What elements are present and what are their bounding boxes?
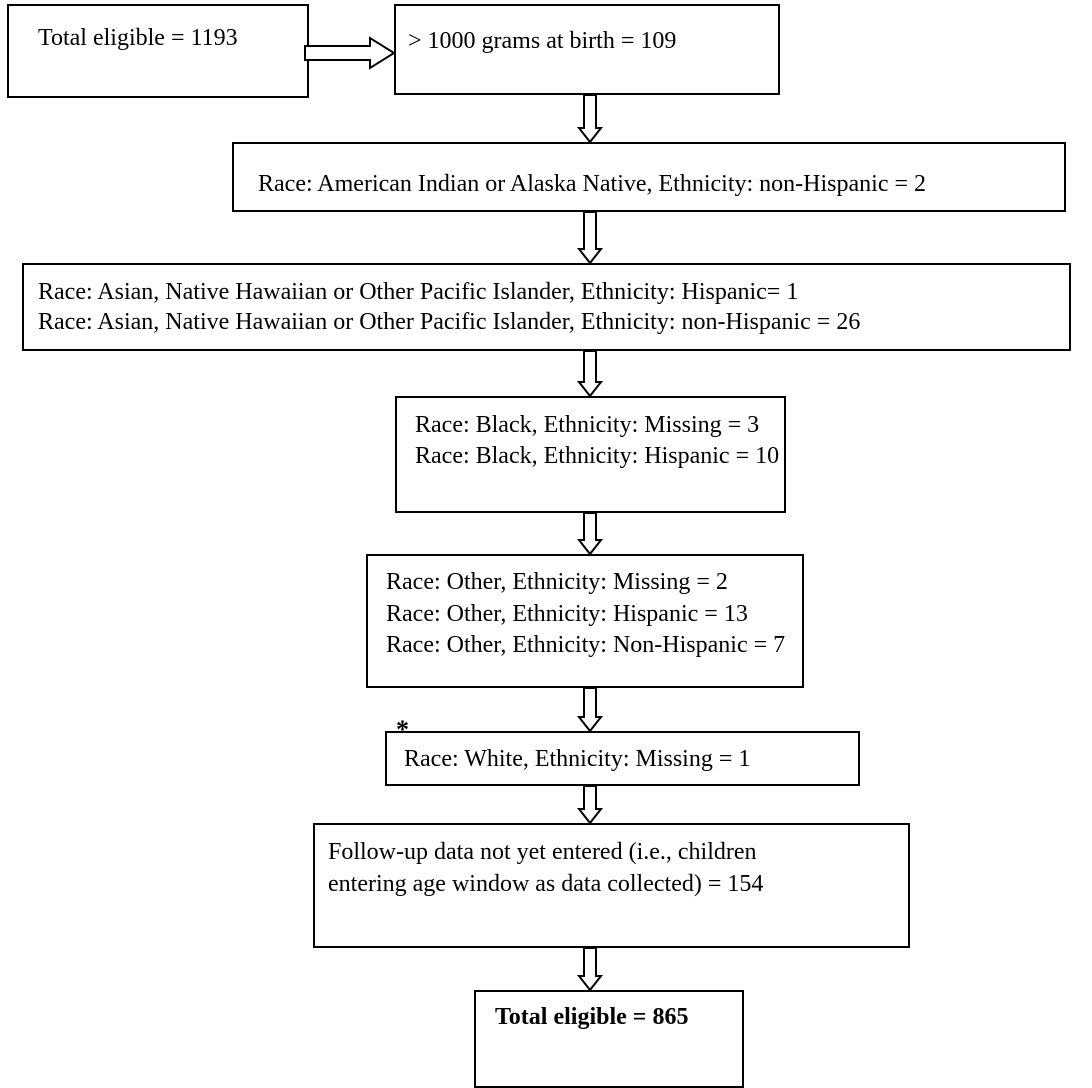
box-text-line: Total eligible = 1193	[38, 25, 238, 51]
box-text-line: Race: Asian, Native Hawaiian or Other Pa…	[38, 279, 799, 305]
box-text-line: Race: Other, Ethnicity: Missing = 2	[386, 569, 728, 595]
box-text-line: Race: White, Ethnicity: Missing = 1	[404, 746, 751, 772]
arrow-down-icon	[576, 785, 604, 825]
box-white: Race: White, Ethnicity: Missing = 1	[385, 731, 860, 786]
box-total-eligible-final: Total eligible = 865	[474, 990, 744, 1088]
box-text-line: Race: Black, Ethnicity: Missing = 3	[415, 412, 760, 438]
arrow-down-icon	[576, 94, 604, 144]
footnote-asterisk: *	[396, 715, 409, 744]
box-text-line: Race: American Indian or Alaska Native, …	[258, 171, 927, 197]
box-text-line: Race: Other, Ethnicity: Non-Hispanic = 7	[386, 632, 786, 658]
box-asian-pacific-islander: Race: Asian, Native Hawaiian or Other Pa…	[22, 263, 1071, 351]
box-text-line: Race: Other, Ethnicity: Hispanic = 13	[386, 601, 748, 627]
box-text-line: Follow-up data not yet entered (i.e., ch…	[328, 839, 757, 865]
box-american-indian: Race: American Indian or Alaska Native, …	[232, 142, 1066, 212]
box-text-line: Race: Asian, Native Hawaiian or Other Pa…	[38, 309, 861, 335]
box-follow-up-not-entered: Follow-up data not yet entered (i.e., ch…	[313, 823, 910, 948]
arrow-down-icon	[576, 350, 604, 398]
box-text-line: Race: Black, Ethnicity: Hispanic = 10	[415, 443, 780, 469]
box-text-line: Total eligible = 865	[495, 1004, 689, 1030]
arrow-down-icon	[576, 512, 604, 556]
box-other: Race: Other, Ethnicity: Missing = 2 Race…	[366, 554, 804, 688]
box-black: Race: Black, Ethnicity: Missing = 3 Race…	[395, 396, 786, 513]
arrow-down-icon	[576, 687, 604, 733]
arrow-down-icon	[576, 211, 604, 265]
box-total-eligible-start: Total eligible = 1193	[7, 4, 309, 98]
arrow-down-icon	[576, 947, 604, 992]
box-text-line: entering age window as data collected) =…	[328, 871, 764, 897]
arrow-right-icon	[304, 36, 396, 70]
box-text-line: > 1000 grams at birth = 109	[408, 28, 677, 54]
